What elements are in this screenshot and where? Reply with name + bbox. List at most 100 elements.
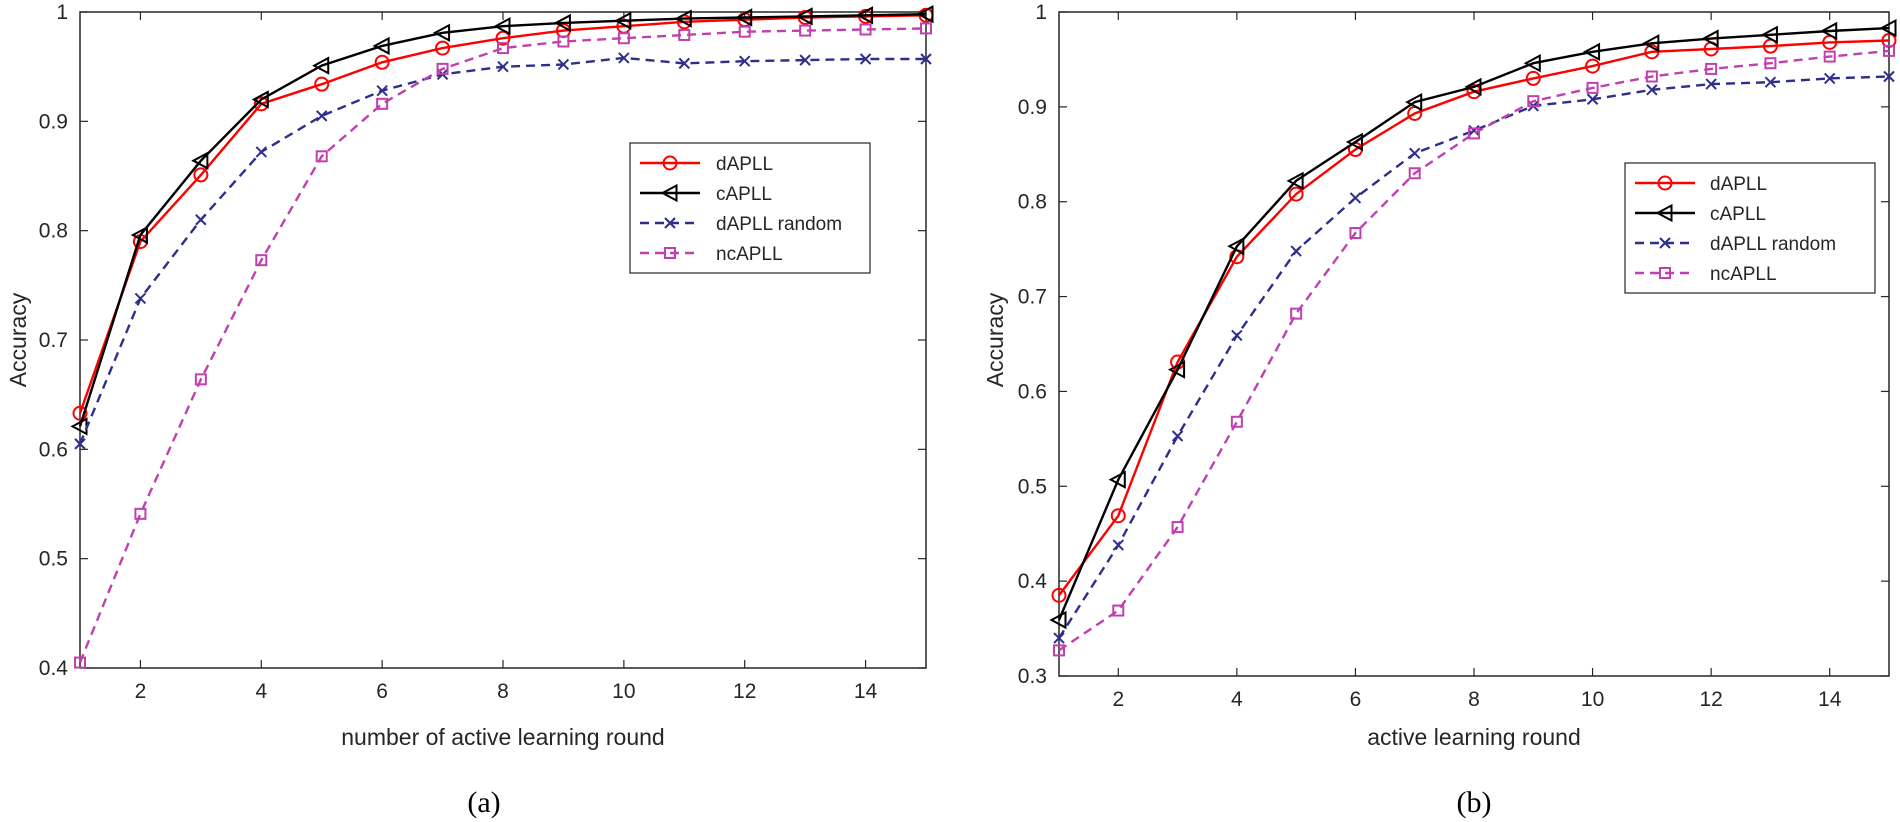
data-point-dapll xyxy=(374,54,390,70)
y-tick-label: 0.6 xyxy=(1018,380,1047,403)
data-point-ncapll xyxy=(315,150,328,163)
chart-panel-b: 2 4 6 8 10 12 14 0.3 0.4 0.5 0.6 0.7 0.8 0.9 1 active… xyxy=(982,1,1897,819)
data-point-dapll-random xyxy=(376,85,388,97)
x-tick-label: 14 xyxy=(854,680,878,703)
y-axis-label: Accuracy xyxy=(5,292,31,387)
data-point-ncapll xyxy=(920,22,932,35)
legend-item-dapll: dAPLL xyxy=(1635,174,1767,195)
x-tick-label: 6 xyxy=(1350,688,1362,711)
data-point-capll xyxy=(1701,29,1719,48)
data-point-capll xyxy=(432,23,451,42)
data-point-capll xyxy=(660,183,678,203)
data-point-dapll xyxy=(1051,587,1067,603)
data-point-ncapll xyxy=(617,32,630,45)
figure-caption-a: (a) xyxy=(467,786,500,819)
figure-caption-b: (b) xyxy=(1457,786,1492,819)
data-point-ncapll xyxy=(194,373,207,386)
data-point-dapll xyxy=(1881,32,1897,48)
data-point-capll xyxy=(1227,237,1245,256)
data-point-dapll xyxy=(72,405,88,421)
data-point-dapll xyxy=(193,167,209,183)
data-point-ncapll xyxy=(738,25,751,38)
data-point-ncapll xyxy=(1527,95,1540,108)
legend-item-ncapll: ncAPLL xyxy=(640,244,783,265)
data-point-ncapll xyxy=(1112,604,1125,617)
data-point-dapll-random xyxy=(1053,632,1065,644)
data-point-dapll-random xyxy=(920,53,932,65)
data-point-dapll xyxy=(662,155,678,171)
y-tick-label: 0.8 xyxy=(39,220,68,243)
data-point-dapll xyxy=(1288,186,1304,202)
data-point-ncapll xyxy=(1883,44,1895,57)
series-capll xyxy=(1049,18,1897,630)
data-point-dapll-random xyxy=(1409,147,1421,160)
data-point-dapll-random xyxy=(859,53,872,65)
data-point-dapll xyxy=(314,76,330,92)
legend-item-ncapll: ncAPLL xyxy=(1635,264,1777,285)
data-point-ncapll xyxy=(1705,62,1718,75)
data-point-dapll-random xyxy=(1824,72,1836,85)
x-axis-label: number of active learning round xyxy=(341,724,664,750)
data-point-dapll-random xyxy=(1764,76,1777,88)
y-tick-label: 0.9 xyxy=(39,110,68,133)
legend-label: dAPLL random xyxy=(1710,234,1836,255)
data-point-dapll-random xyxy=(1349,192,1362,204)
legend-label: ncAPLL xyxy=(1710,264,1777,285)
series-ncapll xyxy=(1053,44,1895,657)
data-point-capll xyxy=(312,56,330,75)
data-point-capll xyxy=(1405,92,1423,112)
data-point-dapll-random xyxy=(497,60,509,73)
data-point-ncapll xyxy=(1659,267,1671,279)
legend-label: ncAPLL xyxy=(716,244,783,265)
legend-marker xyxy=(660,183,678,203)
data-point-dapll-random xyxy=(1705,78,1717,90)
series-capll xyxy=(70,5,934,436)
y-axis-label: Accuracy xyxy=(982,292,1008,387)
data-point-capll xyxy=(191,151,209,170)
series-line-dapll xyxy=(78,14,927,414)
x-tick-label: 8 xyxy=(1468,688,1480,711)
data-point-capll xyxy=(1582,42,1601,62)
legend-label: dAPLL random xyxy=(716,214,842,235)
data-point-dapll-random xyxy=(799,54,811,66)
data-point-capll xyxy=(855,6,874,25)
data-point-ncapll xyxy=(1408,167,1421,180)
data-point-dapll-random xyxy=(195,214,207,226)
legend-item-capll: cAPLL xyxy=(1635,203,1766,225)
data-point-capll xyxy=(1523,54,1541,73)
series-layer xyxy=(70,5,934,669)
data-point-dapll xyxy=(1525,70,1541,86)
data-point-ncapll xyxy=(1230,415,1243,428)
data-point-capll xyxy=(1464,77,1482,97)
y-tick-label: 0.6 xyxy=(39,438,68,461)
data-point-capll xyxy=(1108,470,1126,489)
x-tick-label: 12 xyxy=(733,680,756,703)
y-tick-label: 0.4 xyxy=(39,657,69,680)
y-tick-label: 0.5 xyxy=(39,548,68,571)
legend-marker xyxy=(664,217,676,229)
data-point-dapll-random xyxy=(1659,237,1671,249)
data-point-ncapll xyxy=(436,62,449,75)
data-point-capll xyxy=(553,13,571,33)
data-point-capll xyxy=(493,17,511,36)
x-tick-label: 2 xyxy=(1112,688,1124,711)
data-point-capll xyxy=(614,11,632,30)
data-point-capll xyxy=(1642,34,1660,53)
legend-item-dapll-random: dAPLL random xyxy=(640,214,842,235)
data-point-capll xyxy=(735,8,753,27)
legend-box xyxy=(629,142,871,274)
legend: dAPLL cAPLL dAPLL random ncAPLL xyxy=(629,142,871,274)
data-point-capll xyxy=(1167,360,1186,379)
data-point-capll xyxy=(1049,610,1067,630)
x-tick-label: 4 xyxy=(1231,688,1243,711)
data-point-ncapll xyxy=(1645,70,1658,83)
data-point-dapll-random xyxy=(74,438,86,450)
data-point-capll xyxy=(916,5,934,24)
series-dapll-random xyxy=(1053,70,1895,644)
y-tick-label: 0.4 xyxy=(1018,570,1048,593)
data-point-capll xyxy=(795,7,813,26)
data-point-ncapll xyxy=(1823,50,1836,63)
x-tick-label: 4 xyxy=(255,680,267,703)
data-point-dapll xyxy=(495,30,511,46)
